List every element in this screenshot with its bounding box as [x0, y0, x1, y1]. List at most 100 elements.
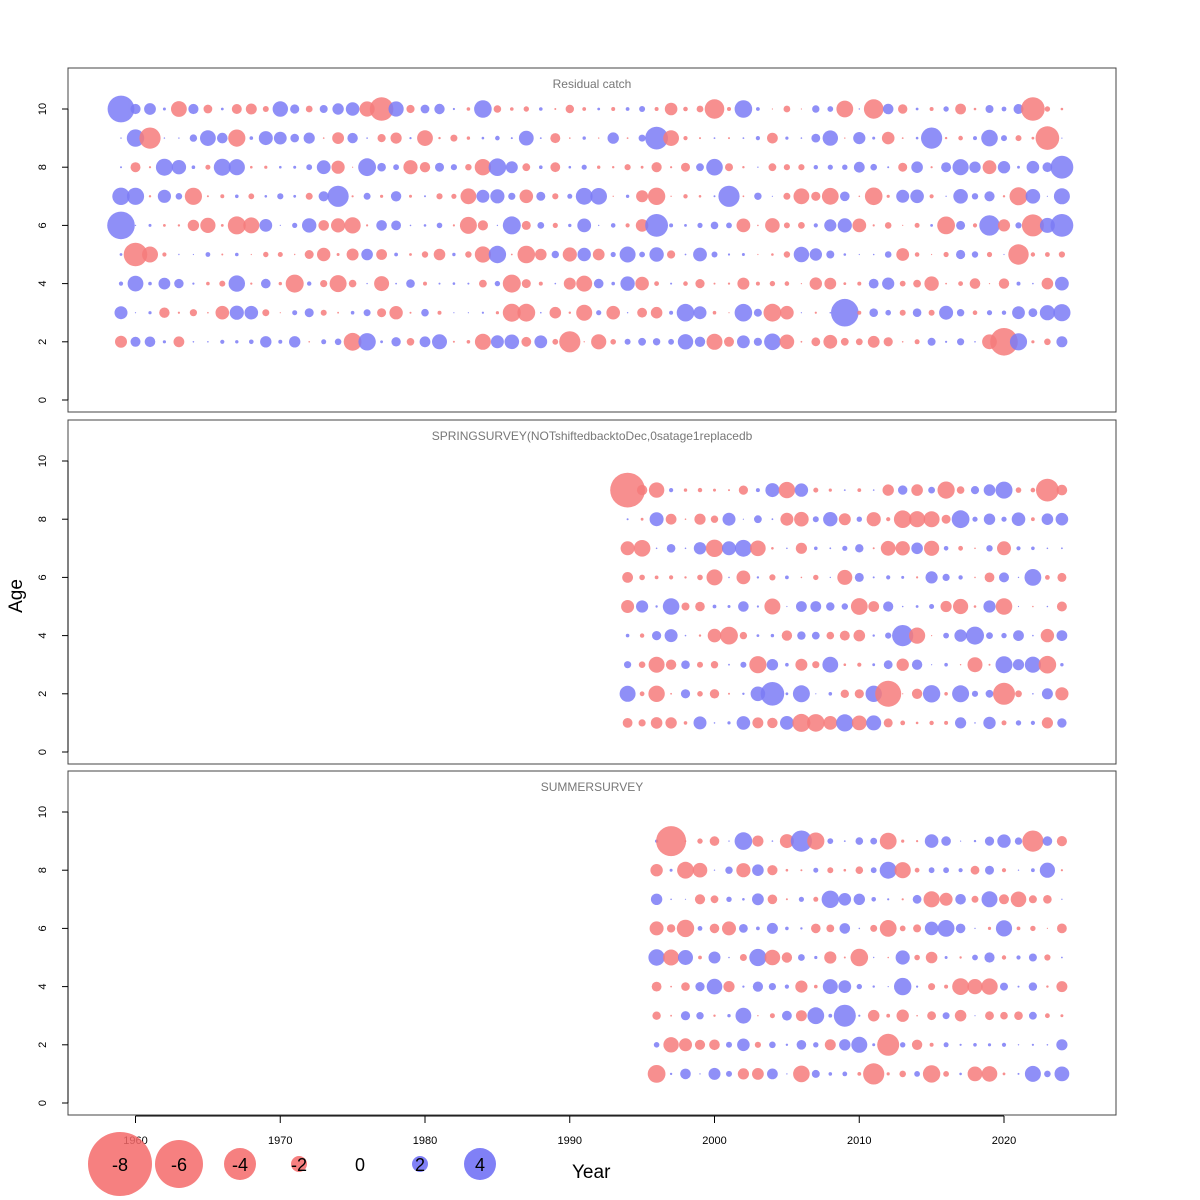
negative-residual-bubble	[728, 489, 730, 492]
positive-residual-bubble	[726, 1041, 732, 1048]
positive-residual-bubble	[892, 625, 914, 647]
positive-residual-bubble	[911, 542, 923, 555]
y-tick-label: 10	[37, 455, 49, 467]
positive-residual-bubble	[476, 189, 490, 203]
negative-residual-bubble	[971, 895, 979, 903]
positive-residual-bubble	[981, 891, 998, 908]
positive-residual-bubble	[130, 336, 141, 347]
negative-residual-bubble	[207, 311, 209, 314]
positive-residual-bubble	[986, 310, 993, 316]
negative-residual-bubble	[552, 193, 559, 200]
positive-residual-bubble	[713, 195, 716, 198]
negative-residual-bubble	[800, 283, 803, 285]
positive-residual-bubble	[625, 633, 630, 638]
negative-residual-bubble	[694, 513, 706, 525]
legend-item: 0	[355, 1155, 365, 1175]
positive-residual-bubble	[1017, 576, 1020, 579]
negative-residual-bubble	[654, 281, 659, 286]
negative-residual-bubble	[205, 164, 211, 170]
negative-residual-bubble	[1040, 628, 1055, 643]
negative-residual-bubble	[1031, 340, 1035, 344]
positive-residual-bubble	[279, 165, 282, 169]
positive-residual-bubble	[872, 634, 875, 637]
negative-residual-bubble	[792, 713, 811, 732]
negative-residual-bubble	[344, 217, 361, 234]
positive-residual-bubble	[650, 893, 663, 905]
positive-residual-bubble	[1046, 605, 1049, 608]
positive-residual-bubble	[960, 840, 962, 842]
negative-residual-bubble	[738, 485, 749, 495]
negative-residual-bubble	[177, 311, 180, 314]
positive-residual-bubble	[148, 281, 152, 286]
legend-negative-bubble	[291, 1156, 307, 1172]
positive-residual-bubble	[986, 545, 993, 552]
negative-residual-bubble	[771, 253, 774, 256]
legend-item: -6	[155, 1140, 203, 1188]
positive-residual-bubble	[882, 103, 894, 115]
negative-residual-bubble	[1009, 187, 1028, 206]
positive-residual-bubble	[1012, 659, 1025, 671]
negative-residual-bubble	[839, 630, 850, 641]
positive-residual-bubble	[943, 867, 949, 874]
negative-residual-bubble	[697, 487, 703, 493]
negative-residual-bubble	[757, 1015, 759, 1017]
positive-residual-bubble	[839, 1039, 851, 1051]
positive-residual-bubble	[467, 282, 470, 285]
positive-residual-bubble	[127, 275, 144, 292]
negative-residual-bubble	[896, 1009, 909, 1022]
positive-residual-bubble	[798, 954, 805, 961]
positive-residual-bubble	[708, 951, 721, 964]
negative-residual-bubble	[650, 306, 663, 319]
positive-residual-bubble	[598, 224, 600, 227]
negative-residual-bubble	[902, 224, 904, 226]
positive-residual-bubble	[148, 223, 152, 227]
negative-residual-bubble	[883, 718, 893, 728]
positive-residual-bubble	[943, 546, 949, 551]
positive-residual-bubble	[1028, 953, 1037, 962]
negative-residual-bubble	[305, 192, 313, 200]
positive-residual-bubble	[742, 692, 745, 695]
positive-residual-bubble	[229, 305, 244, 320]
positive-residual-bubble	[955, 894, 966, 905]
positive-residual-bubble	[790, 830, 813, 852]
positive-residual-bubble	[144, 103, 156, 115]
positive-residual-bubble	[974, 1015, 976, 1017]
negative-residual-bubble	[1044, 954, 1051, 961]
positive-residual-bubble	[1024, 569, 1042, 586]
negative-residual-bubble	[1002, 1072, 1006, 1076]
negative-residual-bubble	[466, 136, 471, 140]
positive-residual-bubble	[304, 308, 314, 318]
negative-residual-bubble	[679, 1038, 692, 1052]
positive-residual-bubble	[757, 166, 759, 168]
positive-residual-bubble	[653, 1042, 660, 1048]
negative-residual-bubble	[811, 337, 821, 347]
positive-residual-bubble	[764, 333, 781, 351]
negative-residual-bubble	[206, 281, 210, 286]
negative-residual-bubble	[622, 718, 633, 728]
negative-residual-bubble	[984, 572, 995, 583]
negative-residual-bubble	[784, 281, 790, 286]
positive-residual-bubble	[956, 249, 966, 260]
negative-residual-bubble	[390, 132, 402, 144]
positive-residual-bubble	[669, 223, 674, 228]
negative-residual-bubble	[139, 127, 161, 149]
negative-residual-bubble	[535, 248, 547, 261]
negative-residual-bubble	[706, 569, 723, 586]
positive-residual-bubble	[854, 572, 864, 582]
negative-residual-bubble	[778, 481, 796, 499]
negative-residual-bubble	[582, 107, 587, 111]
positive-residual-bubble	[995, 481, 1013, 499]
negative-residual-bubble	[937, 216, 955, 235]
negative-residual-bubble	[771, 108, 774, 110]
positive-residual-bubble	[970, 486, 980, 495]
negative-residual-bubble	[285, 274, 304, 293]
positive-residual-bubble	[973, 1043, 977, 1047]
positive-residual-bubble	[883, 601, 894, 612]
negative-residual-bubble	[523, 106, 529, 112]
positive-residual-bubble	[930, 224, 933, 227]
positive-residual-bubble	[107, 211, 135, 240]
positive-residual-bubble	[568, 223, 572, 228]
positive-residual-bubble	[939, 305, 954, 320]
positive-residual-bubble	[780, 716, 794, 730]
x-axis-title: Year	[572, 1162, 611, 1183]
